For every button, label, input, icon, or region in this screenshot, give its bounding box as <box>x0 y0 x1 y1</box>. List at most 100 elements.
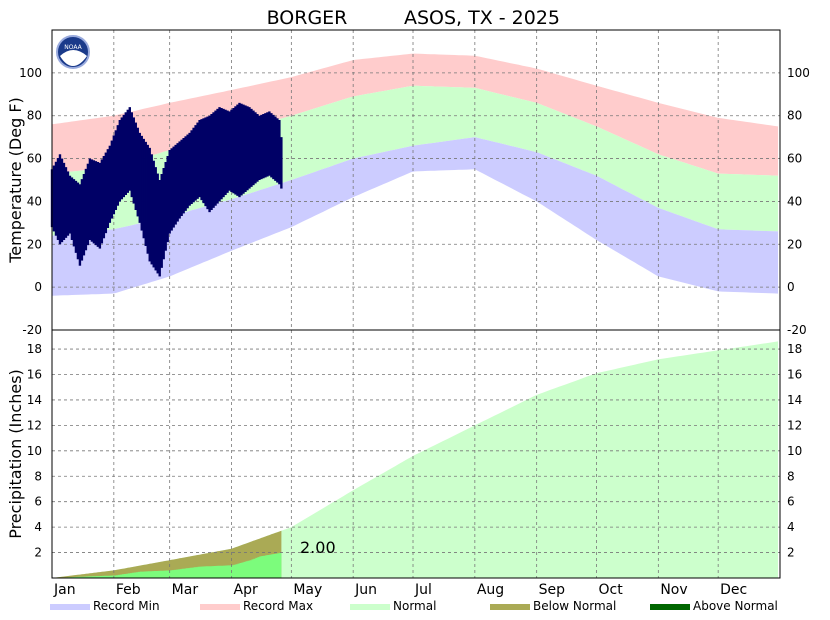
temperature-tick-label-left: -20 <box>22 323 42 337</box>
observed-temperature-bar <box>90 159 94 242</box>
observed-temperature-bar <box>52 165 56 232</box>
observed-temperature-bar <box>64 167 68 238</box>
observed-temperature-bar <box>258 115 261 180</box>
observed-temperature-bar <box>110 140 114 219</box>
observed-temperature-bar <box>146 144 149 254</box>
observed-temperature-bar <box>98 162 102 249</box>
svg-text:NOAA: NOAA <box>64 44 82 51</box>
month-label: Apr <box>234 582 258 598</box>
observed-temperature-bar <box>164 162 167 251</box>
observed-temperature-bar <box>202 118 205 204</box>
observed-temperature-bar <box>76 182 80 260</box>
temperature-tick-labels: -20 -20 0 0 20 20 40 40 60 60 80 80 100 100 <box>19 66 810 337</box>
normal-precip-area <box>52 341 779 578</box>
observed-temperature-bar <box>184 136 187 211</box>
legend-swatch <box>650 604 690 610</box>
observed-temperature-bar <box>54 161 58 236</box>
precipitation-tick-label-left: 2 <box>34 546 42 560</box>
temperature-tick-label-left: 80 <box>27 109 42 123</box>
observed-temperature-bar <box>128 107 131 191</box>
legend-swatch <box>200 604 240 610</box>
observed-temperature-bar <box>152 160 155 268</box>
temperature-tick-label-right: 40 <box>787 194 802 208</box>
observed-temperature-bar <box>238 102 241 198</box>
observed-temperature-bar <box>74 180 78 253</box>
observed-temperature-bar <box>156 173 159 274</box>
precipitation-tick-label-right: 14 <box>787 393 802 407</box>
observed-temperature-bar <box>230 109 233 192</box>
temperature-tick-label-left: 40 <box>27 194 42 208</box>
month-label: Mar <box>172 582 199 598</box>
observed-temperature-bar <box>114 130 118 210</box>
month-label: Aug <box>477 582 504 598</box>
observed-temperature-bar <box>150 154 153 265</box>
legend-swatch <box>50 604 90 610</box>
observed-temperature-bar <box>244 105 247 192</box>
month-label: Oct <box>599 582 624 598</box>
observed-temperature-bar <box>160 174 163 268</box>
observed-temperature-bar <box>252 110 255 186</box>
observed-temperature-bar <box>280 137 283 189</box>
precipitation-tick-label-right: 8 <box>787 469 795 483</box>
legend-label: Normal <box>393 599 436 613</box>
observed-temperature-bar <box>266 112 269 177</box>
observed-temperature-bar <box>210 114 213 210</box>
temperature-tick-label-right: 20 <box>787 237 802 251</box>
legend-swatch <box>350 604 390 610</box>
observed-temperature-bar <box>88 158 92 240</box>
legend: Record Min Record Max Normal Below Normal Ab… <box>50 599 778 613</box>
month-label: Jun <box>354 582 377 598</box>
observed-temperature-bar <box>60 158 64 243</box>
observed-temperature-bar <box>192 127 195 203</box>
legend-label: Record Max <box>243 599 313 613</box>
precipitation-tick-label-right: 12 <box>787 418 802 432</box>
precipitation-fills <box>52 341 779 578</box>
month-label: Jul <box>414 582 432 598</box>
normal-range-band <box>52 85 779 236</box>
precipitation-tick-label-left: 4 <box>34 520 42 534</box>
observed-temperature-bar <box>272 114 275 180</box>
observed-temperature-bar <box>276 118 279 183</box>
observed-temperature-bar <box>120 117 124 200</box>
observed-temperature-bar <box>138 132 141 223</box>
observed-temperature-bar <box>278 120 281 185</box>
observed-temperature-bar <box>56 158 60 240</box>
observed-temperature-bar <box>222 108 225 198</box>
observed-temperature-bar <box>168 150 171 234</box>
observed-temperature-bar <box>104 152 108 234</box>
observed-temperature-bar <box>78 184 82 266</box>
observed-temperature-bar <box>102 156 106 239</box>
temperature-tick-label-left: 0 <box>34 280 42 294</box>
observed-temperature-bar <box>274 116 277 181</box>
observed-temperature-bar <box>174 144 177 225</box>
month-label: Jan <box>53 582 76 598</box>
observed-temperature-bar <box>260 114 263 180</box>
observed-temperature-bar <box>136 127 139 217</box>
precipitation-tick-label-left: 14 <box>27 393 42 407</box>
observed-temperature-bar <box>254 112 257 184</box>
chart-title-station: BORGER <box>267 7 348 29</box>
observed-temperature-bar <box>176 143 179 222</box>
precipitation-tick-labels: 2 2 4 4 6 6 8 8 10 10 12 12 14 14 16 16 18 18 <box>27 342 803 559</box>
observed-temperature-bar <box>242 104 245 194</box>
precipitation-tick-label-right: 2 <box>787 546 795 560</box>
observed-temperature-bar <box>130 112 133 198</box>
observed-temperature-bar <box>80 179 84 261</box>
observed-temperature-bar <box>108 145 112 223</box>
observed-temperature-bar <box>178 141 181 219</box>
observed-temperature-bar <box>82 174 86 256</box>
legend-label: Above Normal <box>693 599 778 613</box>
observed-temperature-bar <box>100 159 104 244</box>
precipitation-tick-label-left: 6 <box>34 495 42 509</box>
observed-temperature-bar <box>268 111 271 176</box>
observed-temperature-bar <box>66 171 70 236</box>
observed-temperature-bar <box>256 114 259 182</box>
observed-temperature-bar <box>148 147 151 262</box>
precipitation-y-axis-label: Precipitation (Inches) <box>6 369 25 539</box>
observed-temperature-bar <box>236 104 239 196</box>
observed-temperature-bar <box>264 113 267 178</box>
observed-temperature-bar <box>246 106 249 191</box>
observed-temperature-bar <box>220 108 223 200</box>
temperature-tick-label-right: -20 <box>787 323 807 337</box>
